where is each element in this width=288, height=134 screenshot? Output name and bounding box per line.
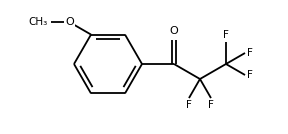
Text: F: F [247,70,253,80]
Text: F: F [186,100,192,110]
Text: O: O [65,17,74,27]
Text: F: F [247,48,253,58]
Text: F: F [208,100,214,110]
Text: O: O [170,27,178,36]
Text: F: F [223,30,229,40]
Text: CH₃: CH₃ [28,17,47,27]
